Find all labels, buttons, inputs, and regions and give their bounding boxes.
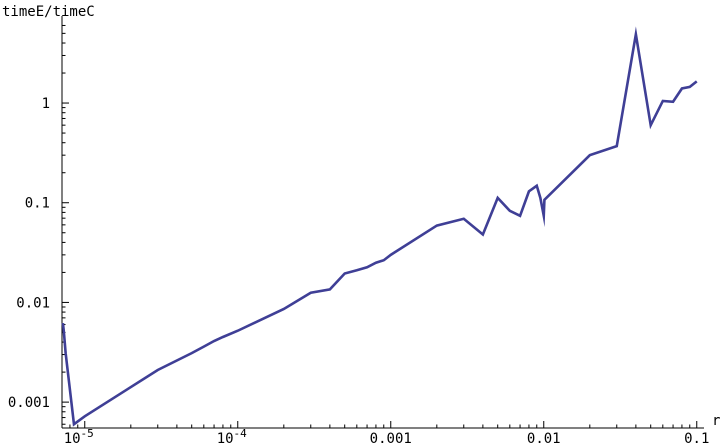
x-tick-label: 0.1 bbox=[684, 431, 709, 446]
x-tick-label: 10-4 bbox=[217, 427, 247, 446]
ticks bbox=[62, 24, 698, 428]
y-tick-label: 1 bbox=[42, 96, 50, 112]
y-tick-label: 0.001 bbox=[8, 395, 50, 411]
x-tick-label: 0.001 bbox=[370, 431, 412, 446]
y-axis-title: timeE/timeC bbox=[2, 4, 95, 20]
y-tick-label: 0.01 bbox=[16, 295, 50, 311]
series-line bbox=[61, 26, 698, 427]
labels: 10-5 10-4 0.001 0.01 0.1 0.001 0.01 0.1 1 timeE/t… bbox=[2, 4, 720, 446]
axes bbox=[61, 16, 704, 429]
series bbox=[61, 26, 698, 427]
x-axis-title: r bbox=[712, 413, 720, 429]
x-tick-label: 10-5 bbox=[64, 427, 94, 446]
x-tick-label: 0.01 bbox=[527, 431, 561, 446]
y-tick-label: 0.1 bbox=[25, 196, 50, 212]
